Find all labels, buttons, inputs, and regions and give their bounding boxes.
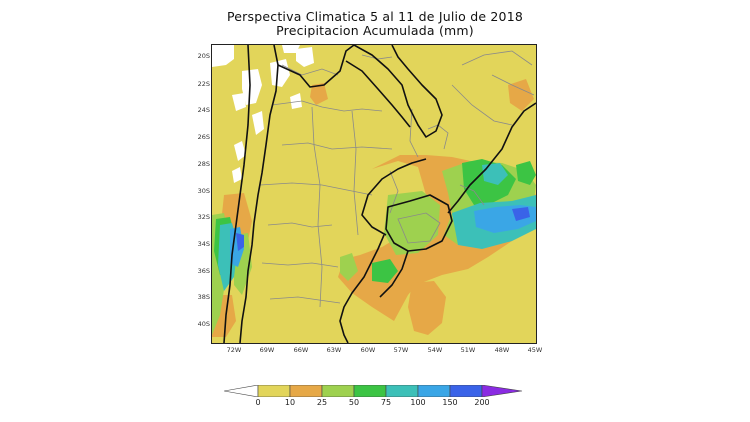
map-title-line1: Perspectiva Climatica 5 al 11 de Julio d… xyxy=(226,9,524,24)
map-title-line2: Precipitacion Acumulada (mm) xyxy=(276,23,474,38)
blue-regions xyxy=(236,207,530,251)
lat-label: 26S xyxy=(197,133,210,141)
white-patches xyxy=(212,45,314,183)
lon-label: 66W xyxy=(293,346,309,354)
colorbar-white xyxy=(224,385,259,397)
colorbar xyxy=(224,385,523,397)
precipitation-map xyxy=(211,44,537,344)
legend-level: 25 xyxy=(316,398,328,407)
map-svg xyxy=(212,45,536,343)
lon-label: 60W xyxy=(360,346,376,354)
province-boundaries xyxy=(259,50,535,308)
lat-label: 22S xyxy=(197,80,210,88)
colorbar-purple xyxy=(481,385,523,397)
colorbar-blue xyxy=(449,385,483,397)
colorbar-yellow xyxy=(257,385,291,397)
legend-level: 75 xyxy=(380,398,392,407)
colorbar-cyan xyxy=(385,385,419,397)
lat-label: 24S xyxy=(197,106,210,114)
colorbar-light-green xyxy=(321,385,355,397)
colorbar-green xyxy=(353,385,387,397)
lat-label: 38S xyxy=(197,293,210,301)
lon-label: 69W xyxy=(259,346,275,354)
lon-label: 45W xyxy=(527,346,543,354)
legend-level: 200 xyxy=(474,398,490,407)
legend-level: 50 xyxy=(348,398,360,407)
lat-label: 30S xyxy=(197,187,210,195)
lon-label: 51W xyxy=(460,346,476,354)
lon-label: 63W xyxy=(326,346,342,354)
lat-label: 20S xyxy=(197,52,210,60)
colorbar-light-blue xyxy=(417,385,451,397)
legend-level: 150 xyxy=(442,398,458,407)
legend-level: 10 xyxy=(284,398,296,407)
lat-label: 28S xyxy=(197,160,210,168)
lon-label: 72W xyxy=(226,346,242,354)
lat-label: 34S xyxy=(197,240,210,248)
legend-level: 0 xyxy=(255,398,261,407)
lat-label: 40S xyxy=(197,320,210,328)
color-legend: 0 10 25 50 75 100 150 200 xyxy=(224,385,524,415)
lon-label: 54W xyxy=(427,346,443,354)
lon-label: 57W xyxy=(393,346,409,354)
colorbar-orange xyxy=(289,385,323,397)
lon-label: 48W xyxy=(494,346,510,354)
legend-level: 100 xyxy=(410,398,426,407)
lat-label: 32S xyxy=(197,213,210,221)
country-borders xyxy=(223,45,536,343)
lat-label: 36S xyxy=(197,267,210,275)
